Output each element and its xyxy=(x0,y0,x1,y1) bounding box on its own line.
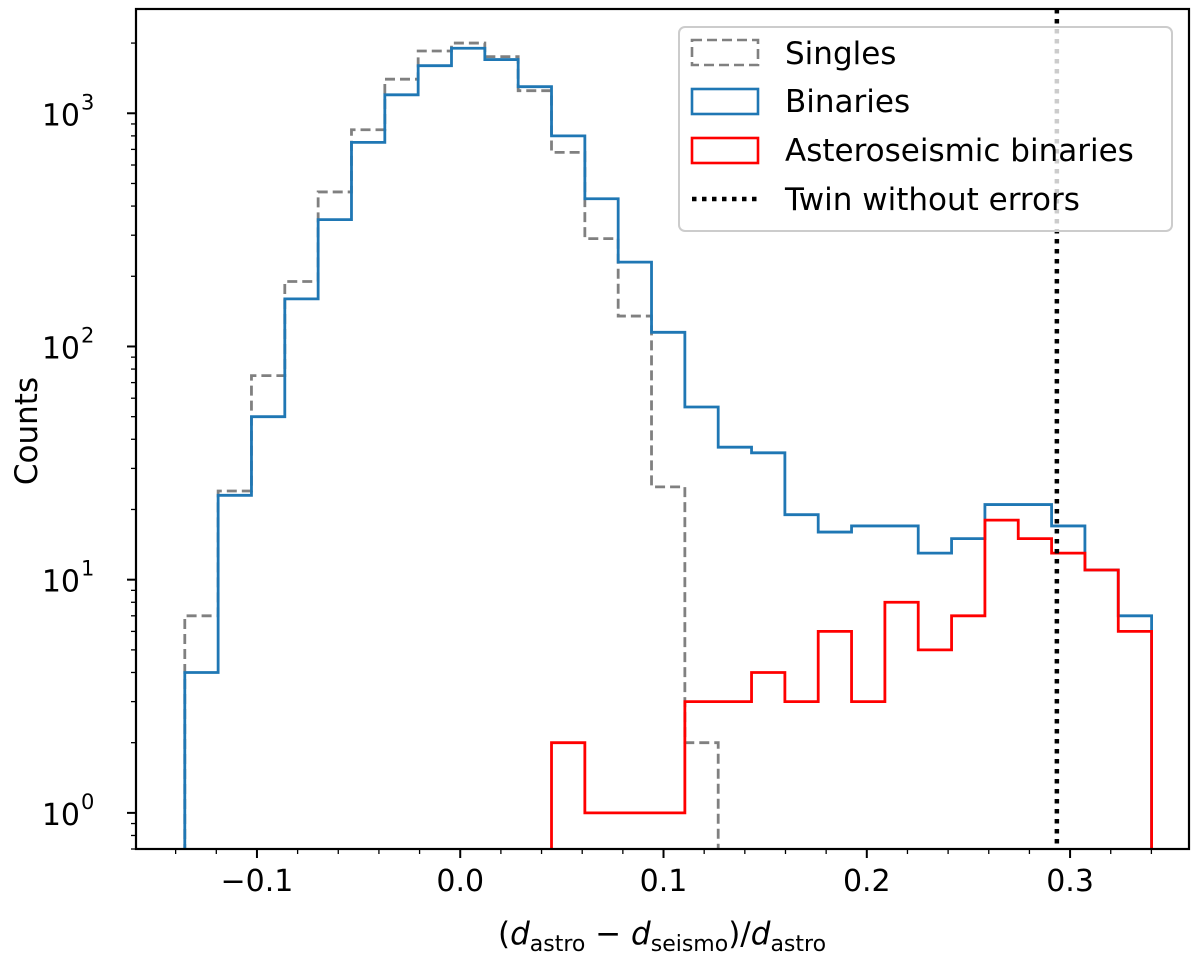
y-axis-label: Counts xyxy=(9,377,45,485)
y-tick-exponent: 3 xyxy=(81,90,94,114)
x-axis-label: (dastro − dseismo)/dastro xyxy=(498,916,826,957)
legend-swatch-singles xyxy=(690,38,760,67)
legend-entry-singles: Singles xyxy=(690,36,896,72)
x-tick-label: 0.0 xyxy=(436,864,484,899)
y-tick-label: 10 xyxy=(42,565,80,600)
legend: Singles Binaries Asteroseismic binaries … xyxy=(678,26,1173,232)
series-singles xyxy=(183,41,720,849)
x-axis: −0.1 0.0 0.1 0.2 0.3 xyxy=(174,849,1153,899)
legend-swatch-asteroseismic-binaries xyxy=(690,136,760,165)
x-tick-label: 0.1 xyxy=(640,864,688,899)
legend-frame xyxy=(678,26,1173,232)
legend-entry-twin-without-errors: Twin without errors xyxy=(692,182,1080,218)
legend-entry-asteroseismic-binaries: Asteroseismic binaries xyxy=(690,133,1134,169)
x-tick-label: 0.3 xyxy=(1046,864,1094,899)
legend-label-asteroseismic-binaries: Asteroseismic binaries xyxy=(785,133,1134,169)
y-tick-label: 10 xyxy=(42,331,80,366)
y-tick-label: 10 xyxy=(42,798,80,833)
series-asteroseismic-binaries xyxy=(550,518,1153,849)
y-tick-label: 10 xyxy=(42,98,80,133)
legend-swatch-binaries xyxy=(690,87,760,116)
series-layer xyxy=(183,41,1153,849)
legend-label-binaries: Binaries xyxy=(785,84,910,120)
legend-label-twin-without-errors: Twin without errors xyxy=(784,182,1080,218)
y-tick-exponent: 0 xyxy=(81,790,94,814)
y-tick-exponent: 1 xyxy=(81,557,94,581)
y-tick-exponent: 2 xyxy=(81,323,94,347)
plot-frame xyxy=(134,7,1191,851)
x-tick-label: 0.2 xyxy=(843,864,891,899)
x-tick-label: −0.1 xyxy=(221,864,294,899)
legend-label-singles: Singles xyxy=(785,36,896,72)
legend-entry-binaries: Binaries xyxy=(690,84,910,120)
